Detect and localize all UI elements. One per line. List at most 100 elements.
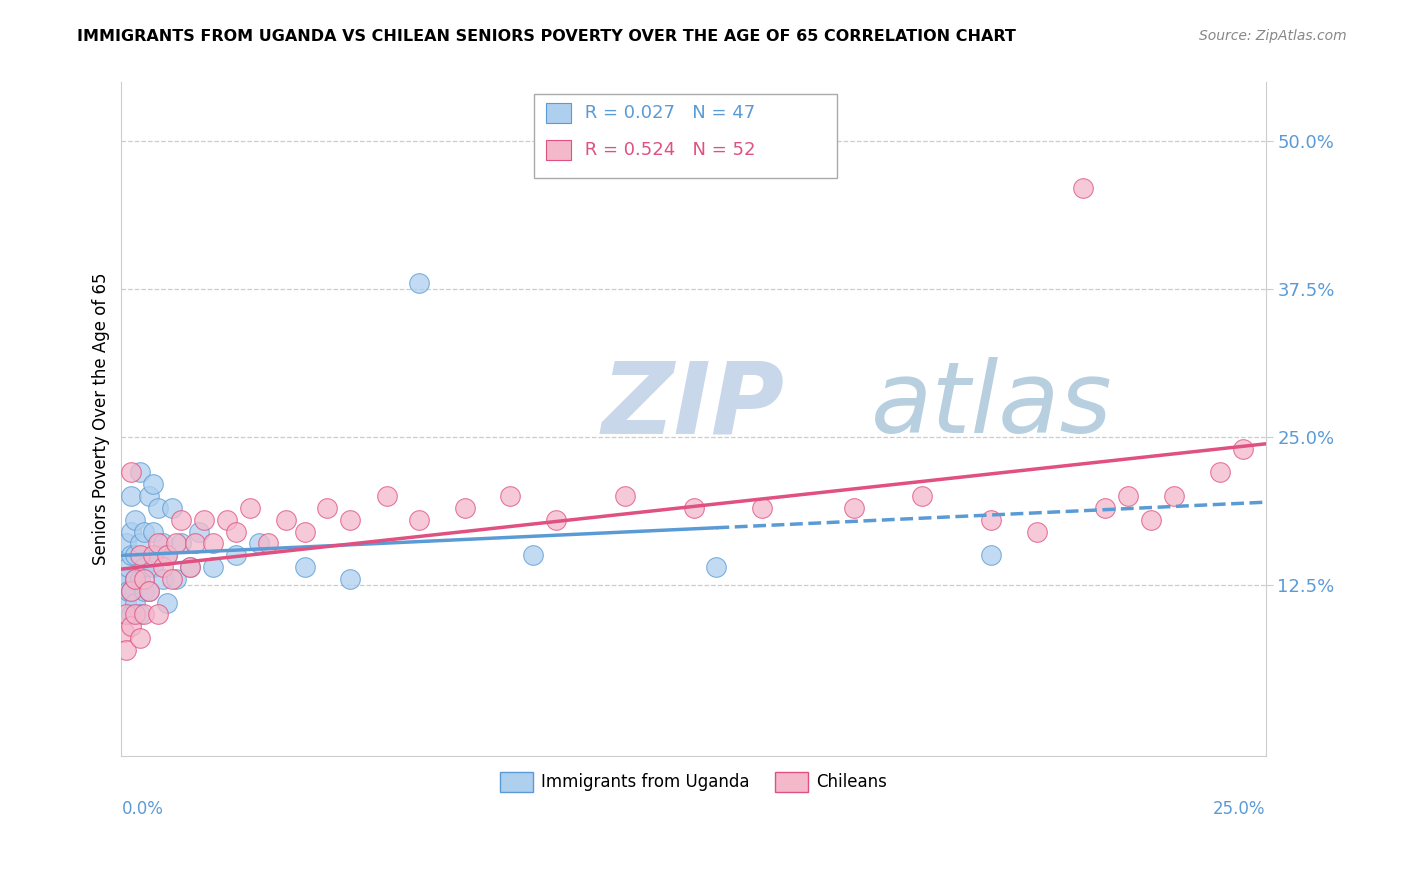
Point (193, 513, 215, 527)
Point (117, 583, 139, 598)
Point (179, 560, 201, 574)
Point (682, 500, 704, 515)
Point (146, 500, 169, 515)
Point (146, 607, 169, 622)
Point (294, 524, 316, 539)
Point (128, 548, 150, 562)
Point (160, 572, 183, 586)
Point (142, 560, 165, 574)
Point (120, 548, 142, 562)
Point (146, 548, 169, 562)
Point (408, 276, 430, 290)
Point (142, 477, 165, 491)
Point (179, 560, 201, 574)
Point (1071, 181, 1094, 195)
Point (188, 524, 211, 539)
Point (128, 607, 150, 622)
Point (128, 536, 150, 550)
Point (499, 489, 522, 503)
Point (201, 560, 224, 574)
Point (522, 548, 544, 562)
Point (124, 548, 146, 562)
Point (142, 548, 165, 562)
Point (339, 513, 361, 527)
Point (842, 500, 865, 515)
Point (128, 466, 150, 480)
Point (115, 643, 138, 657)
Point (1163, 489, 1185, 503)
Point (215, 513, 238, 527)
Point (613, 489, 636, 503)
Point (339, 572, 361, 586)
Point (120, 583, 142, 598)
Text: atlas: atlas (870, 357, 1112, 454)
Point (294, 560, 316, 574)
Text: Source: ZipAtlas.com: Source: ZipAtlas.com (1199, 29, 1347, 44)
Point (124, 513, 146, 527)
Point (1094, 500, 1116, 515)
Point (408, 513, 430, 527)
Text: R = 0.027   N = 47: R = 0.027 N = 47 (579, 104, 755, 122)
Text: R = 0.524   N = 52: R = 0.524 N = 52 (579, 141, 756, 159)
Point (152, 560, 174, 574)
Point (120, 524, 142, 539)
Point (138, 489, 160, 503)
Point (134, 607, 156, 622)
Point (316, 500, 339, 515)
Point (120, 489, 142, 503)
Text: 25.0%: 25.0% (1213, 800, 1265, 818)
Point (124, 572, 146, 586)
Point (142, 524, 165, 539)
Point (115, 536, 138, 550)
Point (152, 536, 174, 550)
Point (706, 560, 728, 574)
Legend: Immigrants from Uganda, Chileans: Immigrants from Uganda, Chileans (494, 765, 894, 798)
Point (1232, 442, 1254, 456)
Text: 0.0%: 0.0% (121, 800, 163, 818)
Point (112, 625, 135, 640)
Point (124, 607, 146, 622)
Point (146, 536, 169, 550)
Point (1209, 466, 1232, 480)
Point (183, 536, 205, 550)
Point (1140, 513, 1163, 527)
Point (156, 596, 179, 610)
Point (124, 596, 146, 610)
Point (128, 631, 150, 645)
Point (120, 466, 142, 480)
Point (170, 513, 193, 527)
Text: IMMIGRANTS FROM UGANDA VS CHILEAN SENIORS POVERTY OVER THE AGE OF 65 CORRELATION: IMMIGRANTS FROM UGANDA VS CHILEAN SENIOR… (77, 29, 1017, 45)
Point (156, 548, 179, 562)
Text: ZIP: ZIP (602, 357, 785, 454)
Point (115, 607, 138, 622)
Point (239, 500, 262, 515)
Point (375, 489, 398, 503)
Point (134, 560, 156, 574)
Y-axis label: Seniors Poverty Over the Age of 65: Seniors Poverty Over the Age of 65 (93, 273, 110, 566)
Point (225, 548, 247, 562)
Point (115, 596, 138, 610)
Point (117, 560, 139, 574)
Point (247, 536, 270, 550)
Point (156, 548, 179, 562)
Point (1025, 524, 1047, 539)
Point (120, 583, 142, 598)
Point (911, 489, 934, 503)
Point (225, 524, 247, 539)
Point (160, 500, 183, 515)
Point (120, 619, 142, 633)
Point (1116, 489, 1139, 503)
Point (546, 513, 568, 527)
Point (980, 513, 1002, 527)
Point (453, 500, 475, 515)
Point (980, 548, 1002, 562)
Point (128, 572, 150, 586)
Point (276, 513, 298, 527)
Point (170, 536, 193, 550)
Point (115, 572, 138, 586)
Point (751, 500, 773, 515)
Point (152, 572, 174, 586)
Point (201, 536, 224, 550)
Point (134, 524, 156, 539)
Point (112, 578, 135, 592)
